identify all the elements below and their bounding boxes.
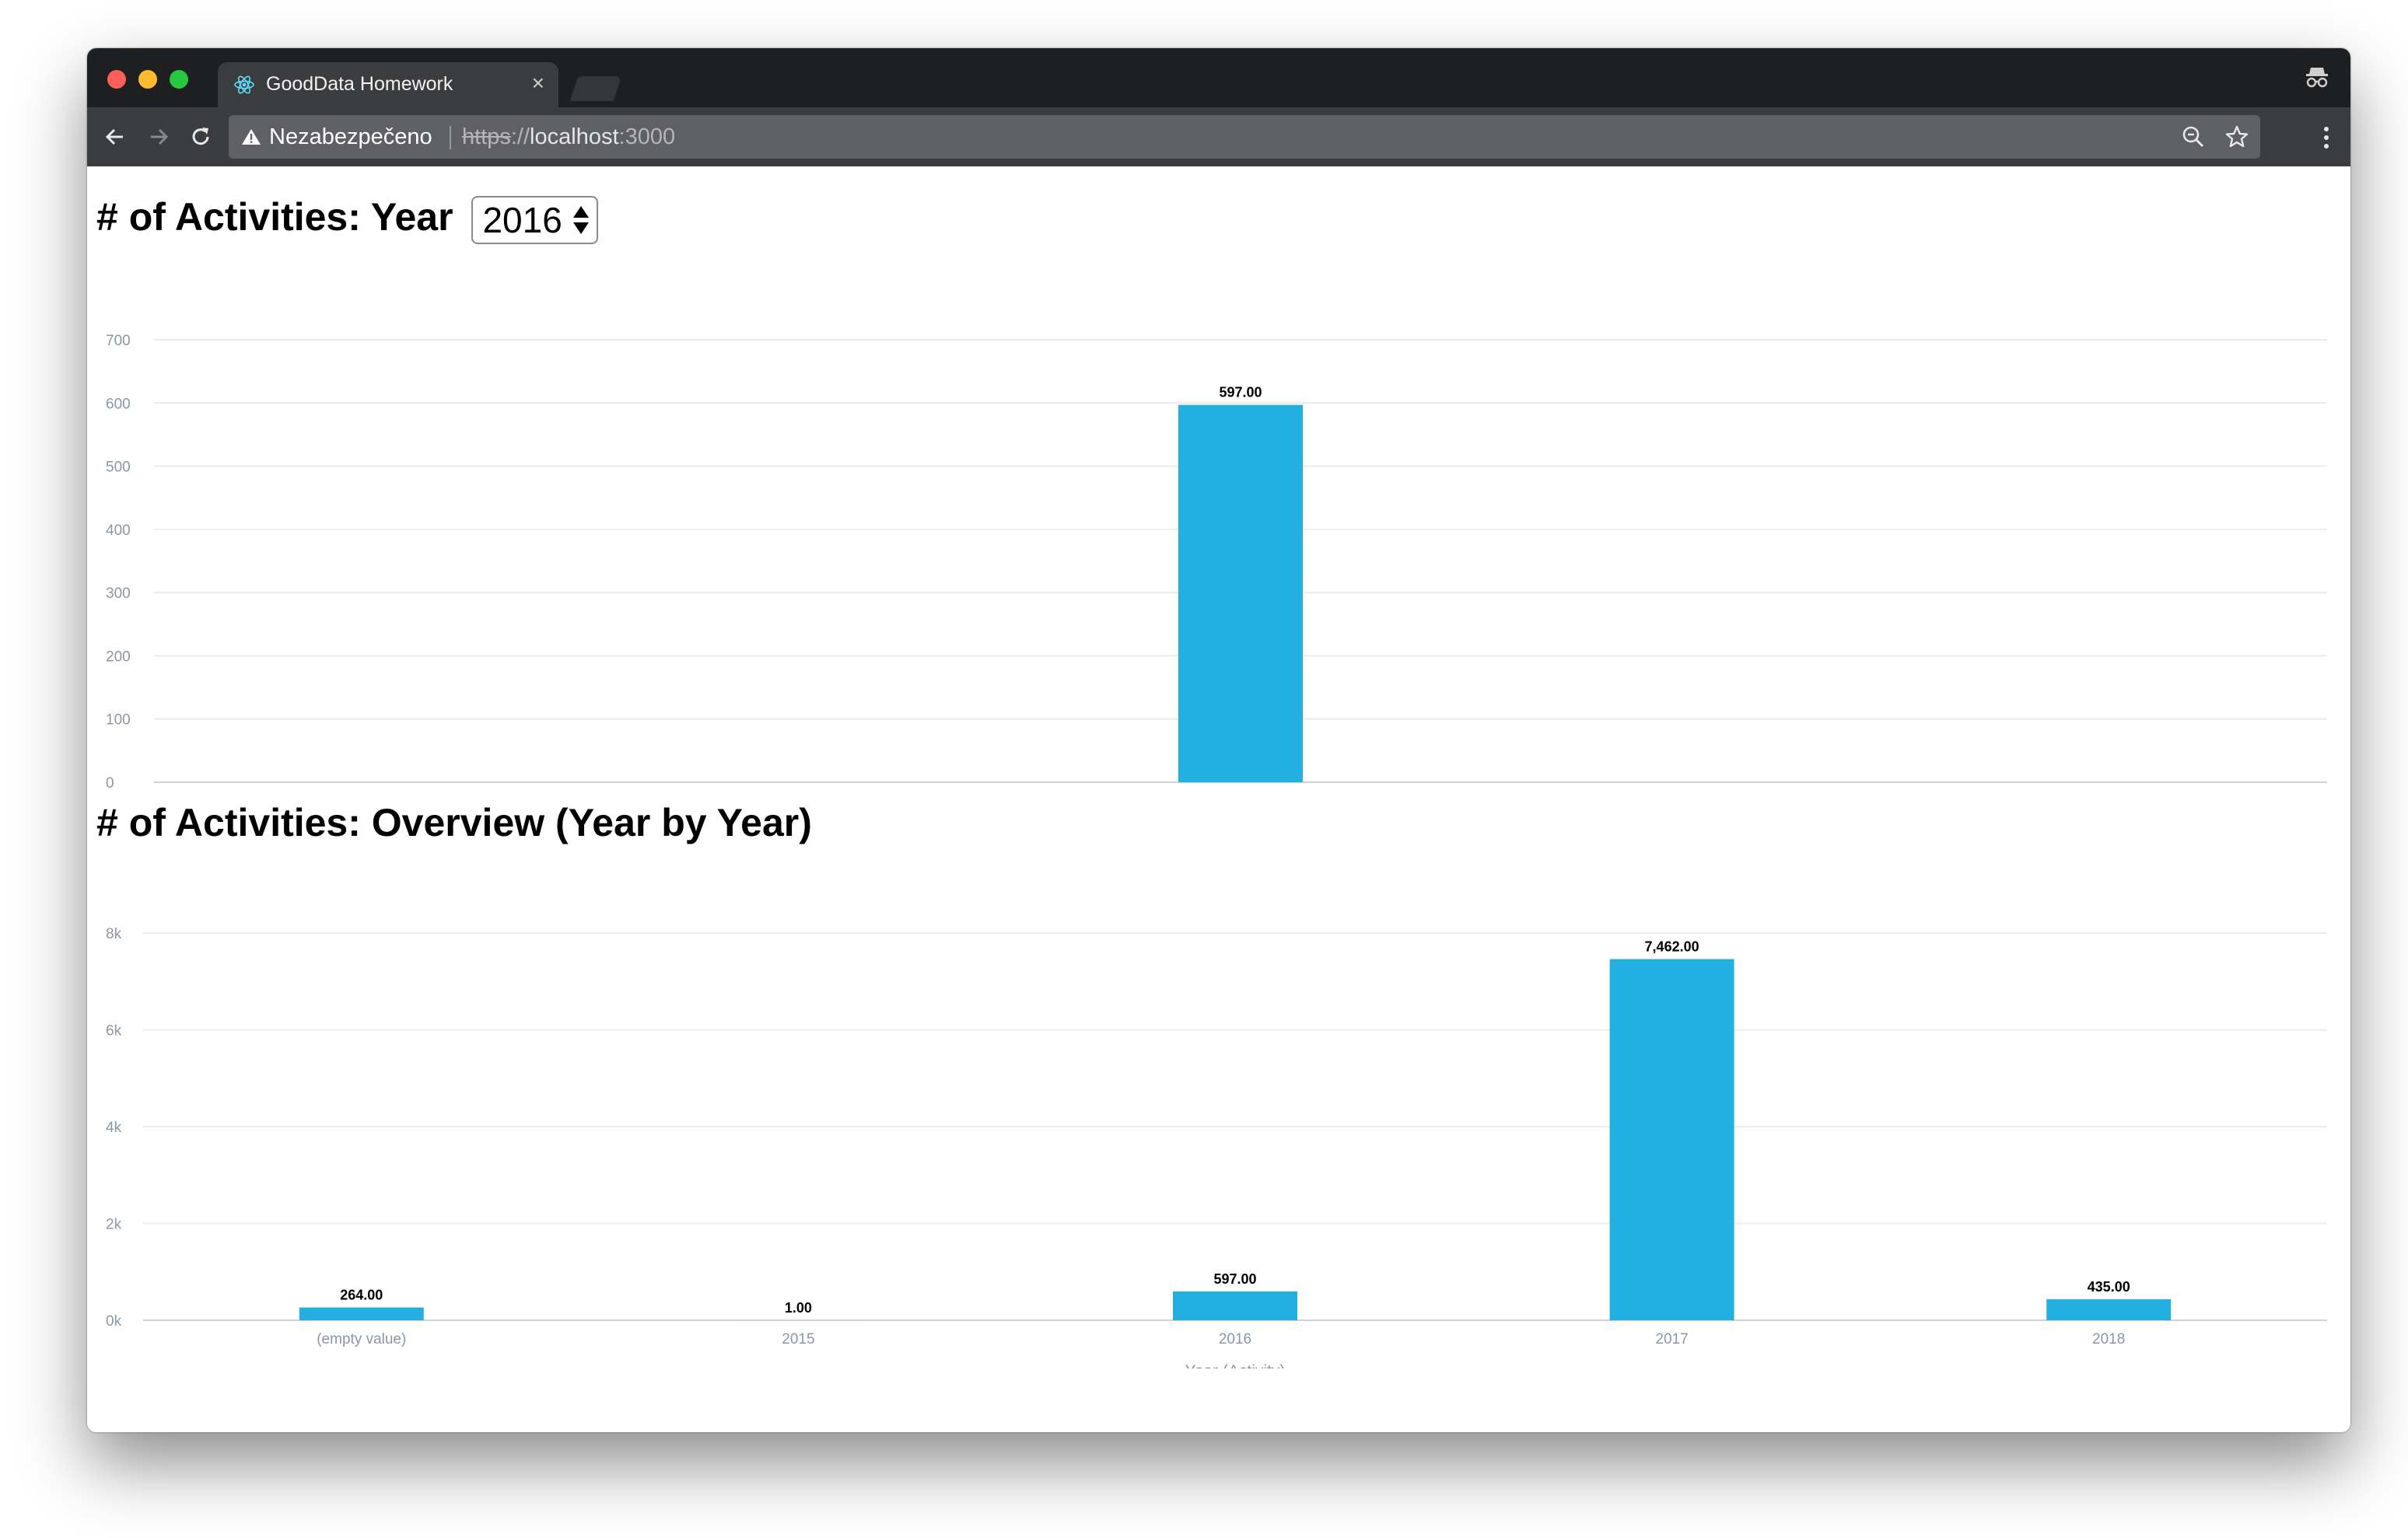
url-scheme: https (462, 124, 511, 149)
browser-tab[interactable]: GoodData Homework × (218, 62, 558, 107)
x-axis-label: Year (Activity) (1185, 1362, 1286, 1368)
browser-window: GoodData Homework × (87, 48, 2350, 1432)
bar (1609, 959, 1734, 1320)
y-tick-label: 8k (106, 926, 122, 942)
forward-arrow-icon[interactable] (145, 123, 173, 151)
url-port: :3000 (618, 124, 676, 149)
y-tick-label: 400 (106, 523, 131, 539)
more-menu-icon[interactable] (2322, 124, 2330, 151)
y-tick-label: 300 (106, 585, 131, 602)
chart-svg: 0k 2k 4k 6k 8k 264.00 (empty value) 1.00 2015 597… (106, 926, 2327, 1368)
bookmark-star-icon[interactable] (2224, 124, 2249, 149)
year-chart-title: # of Activities: Year (96, 195, 453, 239)
data-label: 597.00 (1219, 385, 1262, 400)
overview-chart-heading: # of Activities: Overview (Year by Year) (96, 801, 812, 844)
incognito-icon (2306, 68, 2328, 88)
year-select[interactable]: 2016 (471, 195, 598, 244)
page-content: # of Activities: Year 2016 0 100 200 300 400… (87, 166, 2350, 1432)
chart-svg: 0 100 200 300 400 500 600 700 597.00 (106, 333, 2327, 792)
data-label: 7,462.00 (1645, 939, 1699, 954)
data-label: 435.00 (2088, 1279, 2130, 1295)
reload-icon[interactable] (187, 123, 215, 151)
y-tick-label: 500 (106, 460, 131, 476)
tab-title: GoodData Homework (266, 73, 453, 95)
back-arrow-icon[interactable] (101, 123, 129, 151)
overview-bar-chart: 0k 2k 4k 6k 8k 264.00 (empty value) 1.00 2015 597… (87, 918, 2350, 1368)
y-tick-label: 600 (106, 396, 131, 412)
y-tick-label: 0k (106, 1313, 122, 1330)
maximize-window-button[interactable] (170, 70, 188, 89)
x-tick-label: (empty value) (317, 1331, 406, 1347)
year-bar-chart: 0 100 200 300 400 500 600 700 597.00 (87, 311, 2350, 809)
data-label: 264.00 (340, 1288, 383, 1303)
omnibox-divider (450, 126, 451, 149)
zoom-icon[interactable] (2181, 124, 2206, 149)
y-tick-label: 2k (106, 1217, 122, 1233)
url-separator: :// (510, 124, 530, 149)
y-tick-label: 200 (106, 648, 131, 665)
new-tab-button[interactable] (569, 76, 622, 101)
y-tick-label: 6k (106, 1023, 122, 1040)
security-status-label[interactable]: Nezabezpečeno (269, 124, 432, 149)
y-tick-label: 4k (106, 1120, 122, 1136)
bar (1173, 1291, 1297, 1320)
react-icon (234, 75, 254, 94)
title-bar: GoodData Homework × (87, 48, 2350, 107)
minimize-window-button[interactable] (138, 70, 157, 89)
data-label: 1.00 (785, 1300, 812, 1316)
select-arrows-icon (572, 205, 589, 234)
year-select-value: 2016 (482, 199, 562, 240)
bar (1178, 404, 1303, 782)
close-window-button[interactable] (107, 70, 126, 89)
y-tick-label: 700 (106, 333, 131, 349)
x-tick-label: 2017 (1655, 1331, 1688, 1347)
browser-toolbar: Nezabezpečeno https://localhost:3000 (87, 107, 2350, 166)
year-chart-heading: # of Activities: Year 2016 (96, 194, 598, 244)
warning-icon (242, 129, 261, 145)
x-tick-label: 2015 (782, 1331, 814, 1347)
x-tick-label: 2016 (1219, 1331, 1251, 1347)
url-text[interactable]: https://localhost:3000 (462, 124, 675, 150)
data-label: 597.00 (1213, 1271, 1256, 1287)
tab-close-icon[interactable]: × (531, 71, 544, 95)
y-tick-label: 100 (106, 712, 131, 729)
address-bar[interactable]: Nezabezpečeno https://localhost:3000 (229, 115, 2260, 159)
x-tick-label: 2018 (2092, 1331, 2125, 1347)
bar (299, 1307, 424, 1320)
bar (2046, 1299, 2172, 1320)
url-host: localhost (530, 124, 619, 149)
y-tick-label: 0 (106, 775, 114, 792)
